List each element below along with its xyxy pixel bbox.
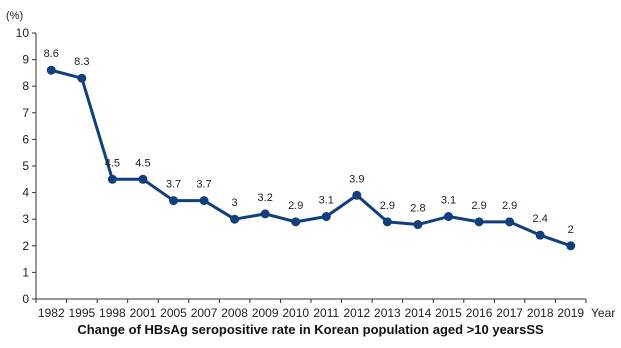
y-tick-label: 1 [22,265,29,279]
data-point [474,217,484,227]
line-chart-svg: 0 1 2 3 4 5 6 7 8 9 10 1982 1995 1998 2001 2005 2007 2008… [16,26,587,320]
data-point [107,174,117,184]
y-tick-label: 8 [22,79,29,93]
data-point [138,174,148,184]
data-point [352,190,362,200]
y-tick-label: 7 [22,106,29,120]
data-label: 3.7 [166,179,181,191]
x-tick-label: 2017 [496,306,523,320]
data-label: 3.1 [319,195,334,207]
data-label: 3.1 [441,195,456,207]
x-tick-label: 2001 [130,306,157,320]
data-point [535,230,545,240]
x-tick-label: 2010 [282,306,309,320]
data-label: 3 [232,197,238,209]
x-tick-label: 2018 [527,306,554,320]
data-point [413,220,423,230]
y-axis-unit-label: (%) [6,10,24,22]
data-label: 2.4 [533,213,548,225]
data-point [566,241,576,251]
x-tick-label: 2012 [343,306,370,320]
x-tick-label: 2009 [252,306,279,320]
data-label: 2.9 [502,200,517,212]
data-point [382,217,392,227]
data-label: 8.6 [44,48,59,60]
x-tick-label: 2008 [221,306,248,320]
series-line [50,68,572,248]
data-label: 3.7 [196,179,211,191]
data-label: 2.9 [288,200,303,212]
data-label: 2.9 [471,200,486,212]
y-tick-label: 4 [22,186,29,200]
data-point [291,217,301,227]
y-tick-label: 6 [22,132,29,146]
data-point [321,212,331,222]
data-label: 2.8 [410,203,425,215]
x-tick-label: 1998 [99,306,126,320]
y-tick-label: 9 [22,53,29,67]
y-tick-label: 2 [22,239,29,253]
x-tick-label: 1995 [68,306,95,320]
data-label: 2.9 [380,200,395,212]
x-tick-label: 2015 [435,306,462,320]
data-label: 2 [568,224,574,236]
x-tick-label: 2007 [191,306,218,320]
data-label: 3.2 [258,192,273,204]
data-point [46,65,56,75]
x-tick-label: 2011 [313,306,339,320]
data-label: 8.3 [74,56,89,68]
data-label: 3.9 [349,173,364,185]
y-tick-label: 0 [22,292,29,306]
y-tick-label: 3 [22,212,29,226]
x-tick-label: 2016 [466,306,493,320]
x-axis-unit-label: Year [591,306,616,320]
x-tick-label: 2013 [374,306,401,320]
x-tick-label: 2005 [160,306,187,320]
x-tick-label: 2019 [557,306,584,320]
data-point [169,196,178,206]
x-tick-label: 1982 [38,306,65,320]
data-label: 4.5 [105,157,120,169]
data-label: 4.5 [135,157,150,169]
x-tick-label: 2014 [405,306,432,320]
data-point [230,214,240,224]
data-point [444,212,453,222]
chart-caption: Change of HBsAg seropositive rate in Kor… [77,322,544,337]
data-point [199,196,209,206]
data-point [77,73,87,83]
y-tick-label: 5 [22,159,29,173]
data-point [260,209,270,219]
y-tick-label: 10 [16,26,30,40]
data-point [505,217,515,227]
